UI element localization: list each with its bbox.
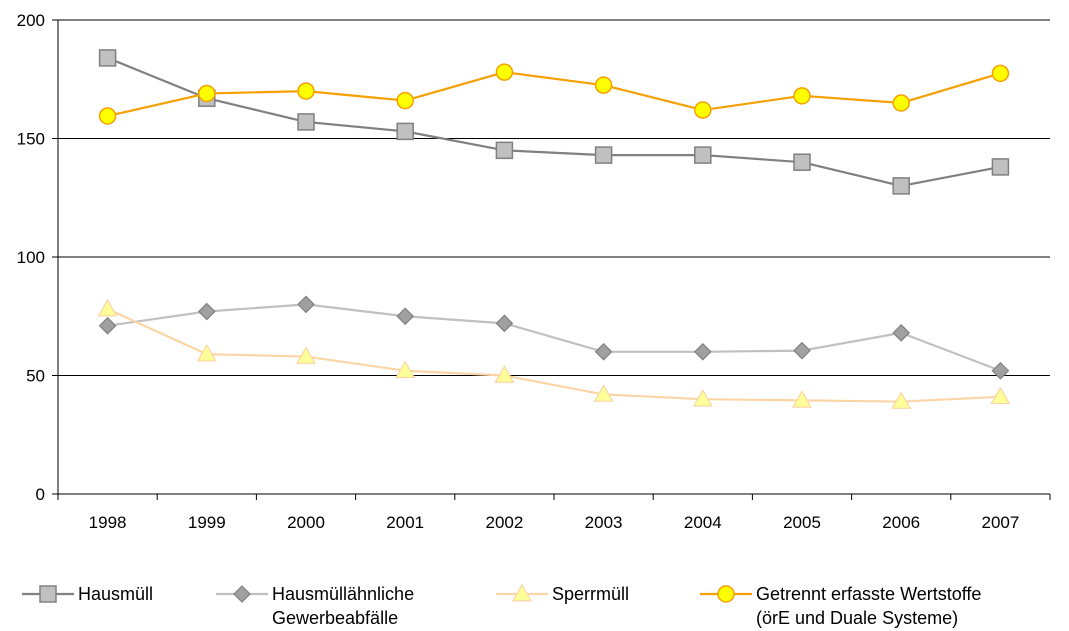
chart-legend: Hausmüll Hausmüllähnliche Gewerbeabfälle …	[0, 582, 1069, 631]
data-point-diamond	[98, 316, 117, 335]
y-tick-label: 50	[26, 367, 45, 386]
data-point-square	[98, 49, 117, 67]
data-point-circle	[396, 91, 414, 110]
data-point-circle	[717, 585, 735, 603]
x-tick-label: 2004	[684, 513, 722, 532]
data-point-diamond	[233, 585, 251, 603]
data-point-circle	[98, 107, 117, 125]
series-line	[107, 71, 1001, 118]
legend-swatch-diamond	[216, 585, 268, 603]
legend-label-line: (örE und Duale Systeme)	[756, 608, 959, 628]
data-point-square	[297, 113, 315, 131]
grid-lines	[58, 19, 1050, 376]
data-point-triangle	[97, 298, 118, 317]
legend-item-hausmuell: Hausmüll	[22, 582, 153, 606]
data-point-diamond	[793, 341, 811, 360]
x-tick-label: 1998	[89, 513, 127, 532]
legend-label-line: Hausmüll	[78, 584, 154, 604]
legend-label: Getrennt erfasste Wertstoffe (örE und Dua…	[756, 582, 981, 630]
legend-label: Sperrmüll	[552, 582, 629, 606]
data-point-diamond	[297, 295, 315, 314]
data-point-circle	[694, 101, 712, 119]
data-point-circle	[892, 94, 910, 112]
series-line	[107, 308, 1001, 403]
line-chart: 0 50 100 150 200 1998 1999 2000 2001 2002 2003 200…	[17, 11, 1051, 532]
x-tick-label: 2000	[287, 513, 325, 532]
data-point-triangle	[692, 388, 713, 407]
legend-item-gewerbeabfaelle: Hausmüllähnliche Gewerbeabfälle	[216, 582, 414, 630]
legend-swatch-triangle	[496, 583, 548, 602]
data-point-diamond	[396, 307, 415, 326]
series-2	[97, 298, 1011, 409]
data-point-square	[793, 153, 811, 171]
legend-label-line: Sperrmüll	[552, 584, 630, 604]
data-point-square	[396, 122, 414, 141]
data-point-diamond	[495, 314, 514, 333]
legend-label-line: Hausmüllähnliche	[272, 584, 415, 604]
series-layer	[97, 49, 1011, 409]
data-point-triangle	[891, 391, 912, 409]
data-point-diamond	[892, 323, 911, 342]
data-point-circle	[297, 82, 315, 100]
data-point-triangle	[494, 365, 515, 383]
x-tick-label: 2002	[485, 513, 523, 532]
data-point-diamond	[594, 342, 613, 361]
series-line	[107, 303, 1001, 372]
series-3	[98, 63, 1010, 125]
legend-label: Hausmüll	[78, 582, 153, 606]
series-line	[107, 56, 1001, 187]
data-point-diamond	[991, 361, 1010, 380]
data-point-square	[39, 585, 57, 603]
data-point-square	[694, 146, 712, 164]
x-tick-label: 2007	[981, 513, 1019, 532]
x-tick-label: 2006	[882, 513, 920, 532]
x-tick-label: 2001	[386, 513, 424, 532]
y-tick-label: 100	[17, 248, 45, 267]
x-tick-label: 2005	[783, 513, 821, 532]
legend-label: Hausmüllähnliche Gewerbeabfälle	[272, 582, 414, 630]
data-point-square	[991, 158, 1010, 176]
data-point-triangle	[593, 384, 614, 402]
data-point-diamond	[693, 342, 712, 361]
data-point-square	[495, 141, 514, 160]
x-tick-labels: 1998 1999 2000 2001 2002 2003 2004 2005 2006 2007	[89, 513, 1020, 532]
data-point-triangle	[990, 386, 1011, 405]
series-0	[98, 49, 1010, 195]
data-point-circle	[198, 84, 216, 103]
data-point-circle	[594, 76, 613, 94]
y-tick-labels: 0 50 100 150 200	[17, 11, 45, 504]
legend-swatch-square	[22, 585, 74, 603]
data-point-circle	[991, 64, 1010, 83]
data-point-square	[892, 177, 910, 195]
legend-label-line: Gewerbeabfälle	[272, 608, 399, 628]
series-1	[98, 295, 1010, 380]
data-point-triangle	[196, 343, 217, 362]
legend-label-line: Getrennt erfasste Wertstoffe	[756, 584, 982, 604]
data-point-diamond	[197, 302, 216, 321]
x-tick-label: 2003	[585, 513, 623, 532]
data-point-triangle	[295, 346, 317, 364]
legend-item-wertstoffe: Getrennt erfasste Wertstoffe (örE und Dua…	[700, 582, 981, 630]
axes	[52, 19, 1051, 500]
data-point-triangle	[511, 583, 533, 602]
data-point-triangle	[395, 360, 416, 379]
data-point-circle	[793, 87, 811, 105]
data-point-triangle	[791, 390, 813, 408]
y-tick-label: 200	[17, 11, 45, 30]
x-tick-label: 1999	[188, 513, 226, 532]
y-tick-label: 0	[36, 485, 45, 504]
data-point-square	[594, 146, 613, 164]
y-tick-label: 150	[17, 130, 45, 149]
legend-swatch-circle	[700, 585, 752, 603]
legend-item-sperrmuell: Sperrmüll	[496, 582, 629, 606]
data-point-circle	[495, 63, 514, 81]
